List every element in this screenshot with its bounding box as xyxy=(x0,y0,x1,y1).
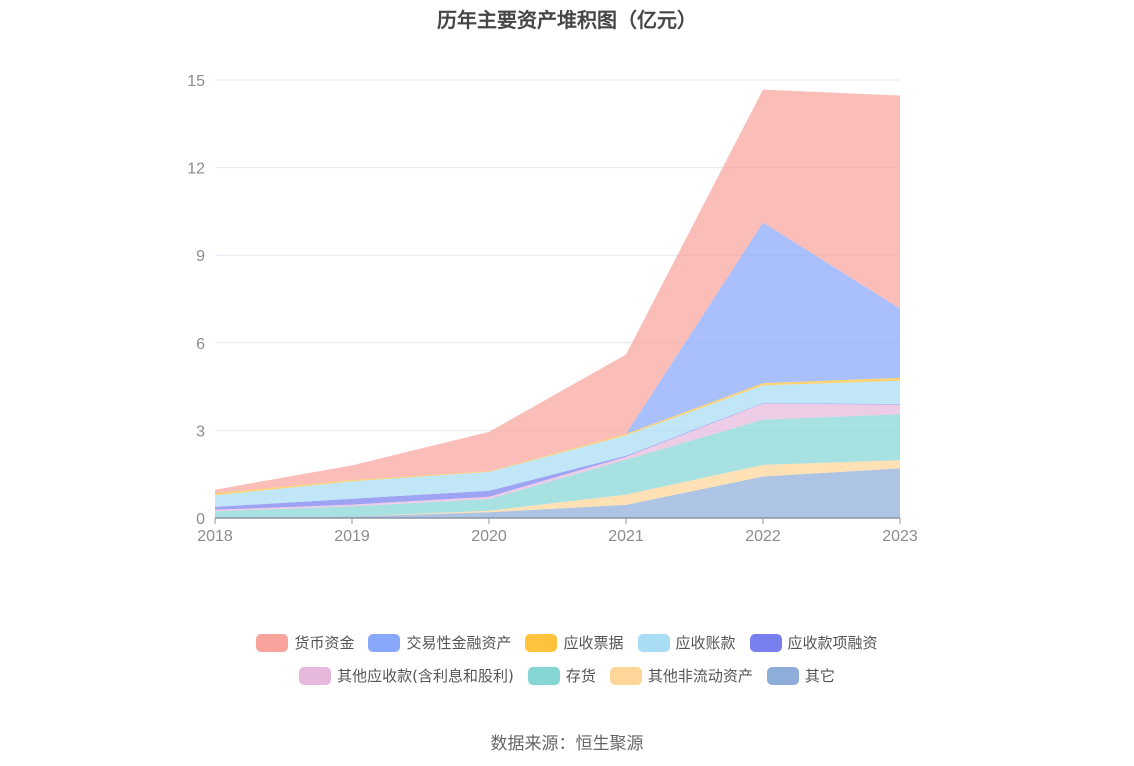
legend-label: 其他应收款(含利息和股利) xyxy=(337,667,514,685)
y-tick-label-9: 9 xyxy=(196,248,205,265)
legend-label: 其它 xyxy=(804,667,835,685)
x-tick-label-2018: 2018 xyxy=(197,528,233,545)
legend-swatch xyxy=(749,633,782,652)
y-tick-label-15: 15 xyxy=(187,73,205,90)
legend-label: 应收款项融资 xyxy=(787,634,878,652)
legend-swatch xyxy=(299,666,332,685)
area-series-2 xyxy=(215,414,900,518)
y-tick-label-3: 3 xyxy=(196,423,205,440)
legend-item[interactable]: 应收票据 xyxy=(525,632,624,653)
y-tick-label-0: 0 xyxy=(196,511,205,528)
legend-item[interactable]: 其他非流动资产 xyxy=(609,665,753,686)
legend-swatch xyxy=(527,666,560,685)
x-tick-label-2023: 2023 xyxy=(882,528,918,545)
legend-item[interactable]: 交易性金融资产 xyxy=(368,632,511,653)
legend-swatch xyxy=(525,633,558,652)
legend-label: 应收账款 xyxy=(675,634,736,652)
area-series-5 xyxy=(215,380,900,507)
area-series-0 xyxy=(215,468,900,518)
legend-item[interactable]: 其他应收款(含利息和股利) xyxy=(299,665,514,686)
legend-row-2: 其他应收款(含利息和股利) 存货 其他非流动资产 其它 xyxy=(0,665,1134,686)
legend-swatch xyxy=(637,633,670,652)
axis-layer: 0 3 6 9 12 15 2018 2019 2020 2021 2022 2023 xyxy=(187,73,918,545)
area-series-7 xyxy=(215,222,900,494)
x-tick-label-2021: 2021 xyxy=(608,528,644,545)
area-series-8 xyxy=(215,89,900,494)
legend-label: 存货 xyxy=(565,667,596,685)
legend-item[interactable]: 其它 xyxy=(766,665,835,686)
legend-label: 其他非流动资产 xyxy=(647,667,753,685)
legend-label: 货币资金 xyxy=(294,634,355,652)
legend-label: 交易性金融资产 xyxy=(406,634,512,652)
legend-swatch xyxy=(609,666,642,685)
legend-swatch xyxy=(368,633,401,652)
area-layer xyxy=(215,89,900,518)
area-series-1 xyxy=(215,460,900,518)
source-note: 数据来源：恒生聚源 xyxy=(490,734,644,754)
legend-item[interactable]: 应收款项融资 xyxy=(749,632,878,653)
legend-item[interactable]: 货币资金 xyxy=(256,632,354,653)
chart-plot: 0 3 6 9 12 15 2018 2019 2020 2021 2022 2023 xyxy=(187,73,918,545)
x-tick-label-2020: 2020 xyxy=(471,528,507,545)
x-tick-label-2022: 2022 xyxy=(745,528,781,545)
legend-item[interactable]: 应收账款 xyxy=(637,632,736,653)
legend-swatch xyxy=(256,633,289,652)
legend-row-1: 货币资金 交易性金融资产 应收票据 应收账款 应收款项融资 xyxy=(0,632,1134,653)
legend-swatch xyxy=(766,666,799,685)
y-tick-label-12: 12 xyxy=(187,161,205,178)
area-series-3 xyxy=(215,403,900,512)
y-tick-label-6: 6 xyxy=(196,336,205,353)
x-tick-label-2019: 2019 xyxy=(334,528,370,545)
chart-title: 历年主要资产堆积图（亿元） xyxy=(437,8,697,32)
legend-item[interactable]: 存货 xyxy=(527,665,596,686)
legend-label: 应收票据 xyxy=(563,634,624,652)
